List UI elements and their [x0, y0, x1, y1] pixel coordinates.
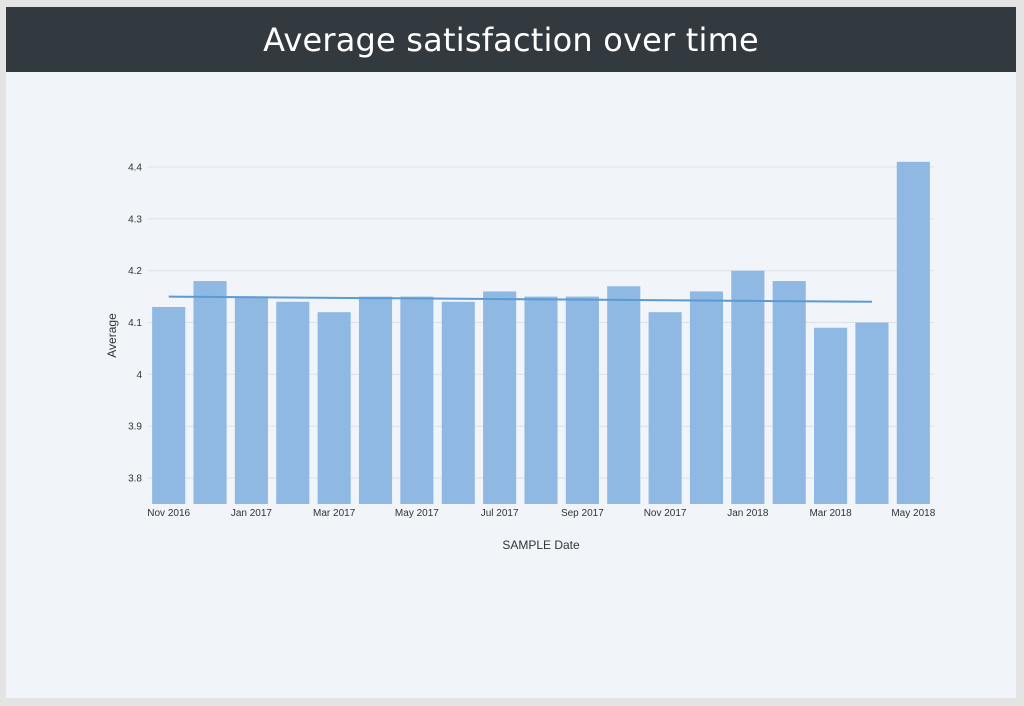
bar [483, 291, 517, 504]
bar [317, 312, 351, 504]
bar [193, 281, 227, 504]
x-tick-label: Sep 2017 [561, 508, 604, 519]
bar [441, 301, 475, 504]
bar [565, 296, 599, 504]
bar [648, 312, 682, 504]
bar-chart: 3.8 3.9 4 4.1 4.2 4.3 4.4 Nov 2016 Jan 2017 Mar … [105, 161, 936, 552]
bar [524, 296, 558, 504]
trendline-segment [168, 295, 872, 303]
x-tick-label: Jan 2018 [727, 508, 769, 519]
bar [234, 296, 268, 504]
y-axis: 3.8 3.9 4 4.1 4.2 4.3 4.4 [128, 163, 142, 485]
x-tick-label: Mar 2018 [809, 508, 852, 519]
x-tick-label: Mar 2017 [313, 508, 356, 519]
x-axis-title: SAMPLE Date [502, 538, 580, 552]
bar [358, 296, 393, 504]
bar [896, 161, 930, 505]
bar [855, 322, 889, 504]
dashboard-card: Average satisfaction over time 3.8 3.9 4 4.… [6, 7, 1016, 698]
y-tick-label: 4.1 [128, 318, 142, 329]
y-axis-title: Average [105, 313, 119, 358]
bar [276, 301, 310, 504]
x-tick-label: Jan 2017 [231, 508, 273, 519]
x-tick-label: Nov 2017 [644, 508, 687, 519]
y-tick-label: 4.4 [128, 163, 142, 174]
bar [607, 286, 641, 504]
y-tick-label: 3.9 [128, 422, 142, 433]
y-tick-label: 4.3 [128, 214, 142, 225]
bar [689, 291, 724, 504]
title-bar: Average satisfaction over time [6, 7, 1016, 72]
x-tick-label: Jul 2017 [481, 508, 519, 519]
y-tick-label: 4 [136, 370, 142, 381]
x-tick-label: May 2017 [395, 508, 439, 519]
x-tick-label: May 2018 [891, 508, 935, 519]
x-tick-label: Nov 2016 [147, 508, 190, 519]
y-tick-label: 3.8 [128, 474, 142, 485]
trendline [168, 295, 872, 303]
page-title: Average satisfaction over time [263, 20, 759, 59]
bar [814, 327, 848, 504]
bar [400, 296, 434, 504]
y-tick-label: 4.2 [128, 266, 142, 277]
bar [731, 270, 765, 504]
bar [152, 306, 186, 504]
bar [772, 281, 806, 504]
bars [152, 161, 930, 505]
x-axis: Nov 2016 Jan 2017 Mar 2017 May 2017 Jul 2017… [147, 508, 935, 519]
